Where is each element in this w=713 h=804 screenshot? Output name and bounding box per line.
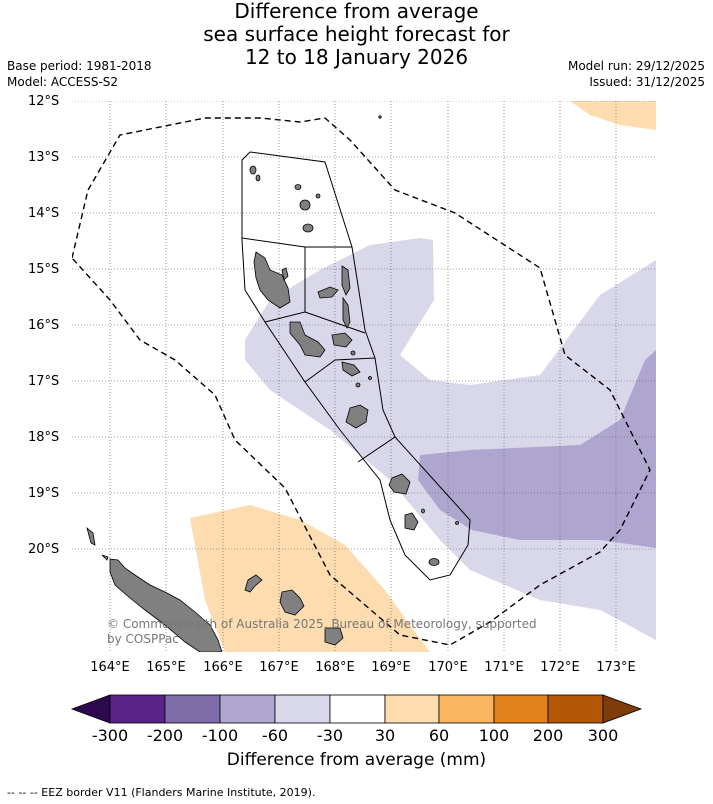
title-line-2: sea surface height forecast for bbox=[203, 22, 510, 46]
meta-left: Base period: 1981-2018 Model: ACCESS-S2 bbox=[7, 58, 152, 90]
colorbar-label: -60 bbox=[261, 726, 289, 745]
island-vanua-lava bbox=[302, 223, 314, 233]
model-name: Model: ACCESS-S2 bbox=[7, 75, 119, 89]
island-gaua bbox=[299, 199, 311, 211]
island-aneityum bbox=[428, 558, 440, 566]
colorbar bbox=[70, 694, 643, 724]
lon-label: 173°E bbox=[596, 660, 636, 675]
anomaly-region-neg-mid bbox=[418, 350, 656, 548]
lon-label: 168°E bbox=[315, 660, 355, 675]
title-line-1: Difference from average bbox=[234, 0, 479, 23]
lat-label: 15°S bbox=[28, 262, 60, 277]
colorbar-seg-4 bbox=[274, 694, 331, 724]
archipelago-boundary bbox=[241, 151, 471, 581]
lon-label: 172°E bbox=[540, 660, 580, 675]
island-espiritu-santo bbox=[253, 251, 291, 309]
lon-label: 165°E bbox=[146, 660, 186, 675]
colorbar-seg-5 bbox=[329, 694, 386, 724]
lat-label: 17°S bbox=[28, 374, 60, 389]
lat-label: 20°S bbox=[28, 542, 60, 557]
island-epi bbox=[341, 361, 361, 377]
lat-label: 19°S bbox=[28, 486, 60, 501]
colorbar-seg-6 bbox=[384, 694, 440, 724]
lon-label: 170°E bbox=[428, 660, 468, 675]
province-lines bbox=[241, 237, 396, 463]
colorbar-label: -300 bbox=[91, 726, 129, 745]
colorbar-title: Difference from average (mm) bbox=[226, 750, 487, 770]
island-malekula bbox=[289, 321, 326, 358]
island-new-caledonia bbox=[86, 526, 223, 652]
lon-label: 164°E bbox=[90, 660, 130, 675]
island-torres bbox=[249, 165, 257, 175]
island-erromango bbox=[388, 473, 411, 495]
lat-label: 16°S bbox=[28, 318, 60, 333]
lat-label: 13°S bbox=[28, 150, 60, 165]
colorbar-label: 300 bbox=[587, 726, 619, 745]
lon-label: 171°E bbox=[484, 660, 524, 675]
lon-label: 169°E bbox=[371, 660, 411, 675]
colorbar-label: -200 bbox=[146, 726, 184, 745]
colorbar-seg-2 bbox=[164, 694, 221, 724]
copyright-notice: © Commonwealth of Australia 2025, Bureau… bbox=[107, 617, 537, 646]
anomaly-region-pos-bottom bbox=[190, 505, 430, 652]
lat-label: 14°S bbox=[28, 206, 60, 221]
base-period: Base period: 1981-2018 bbox=[7, 59, 152, 73]
colorbar-seg-8 bbox=[493, 694, 549, 724]
colorbar-label: 60 bbox=[428, 726, 450, 745]
colorbar-seg-9 bbox=[547, 694, 604, 724]
lat-label: 12°S bbox=[28, 94, 60, 109]
lon-label: 167°E bbox=[259, 660, 299, 675]
issued-date: Issued: 31/12/2025 bbox=[589, 75, 705, 89]
colorbar-label: 200 bbox=[532, 726, 564, 745]
colorbar-extend-high bbox=[602, 694, 643, 724]
title-line-3: 12 to 18 January 2026 bbox=[244, 45, 469, 69]
island-maewo bbox=[341, 265, 351, 296]
lon-label: 166°E bbox=[203, 660, 243, 675]
graticule bbox=[72, 101, 656, 652]
island-efate bbox=[345, 404, 369, 429]
island-ambae bbox=[317, 286, 339, 299]
colorbar-seg-7 bbox=[438, 694, 495, 724]
island-lifou bbox=[279, 589, 305, 616]
footnote: -- -- -- EEZ border V11 (Flanders Marine… bbox=[7, 786, 316, 799]
colorbar-label: -30 bbox=[316, 726, 344, 745]
colorbar-extend-low bbox=[70, 694, 111, 724]
map-area bbox=[72, 101, 656, 652]
map-title: Difference from average sea surface heig… bbox=[0, 0, 713, 69]
anomaly-region-pos-top bbox=[570, 101, 656, 130]
island-tanna bbox=[404, 512, 419, 531]
island-ouvea bbox=[244, 574, 263, 593]
model-run: Model run: 29/12/2025 bbox=[567, 59, 705, 73]
colorbar-seg-1 bbox=[109, 694, 166, 724]
lat-label: 18°S bbox=[28, 430, 60, 445]
colorbar-seg-3 bbox=[219, 694, 276, 724]
meta-right: Model run: 29/12/2025 Issued: 31/12/2025 bbox=[568, 58, 705, 90]
island-mare bbox=[324, 627, 344, 646]
island-pentecost bbox=[342, 296, 351, 329]
colorbar-label: 30 bbox=[374, 726, 396, 745]
eez-border bbox=[72, 117, 651, 646]
colorbar-label: -100 bbox=[201, 726, 239, 745]
island-ambrym bbox=[331, 332, 353, 348]
islands bbox=[86, 115, 459, 652]
colorbar-label: 100 bbox=[478, 726, 510, 745]
